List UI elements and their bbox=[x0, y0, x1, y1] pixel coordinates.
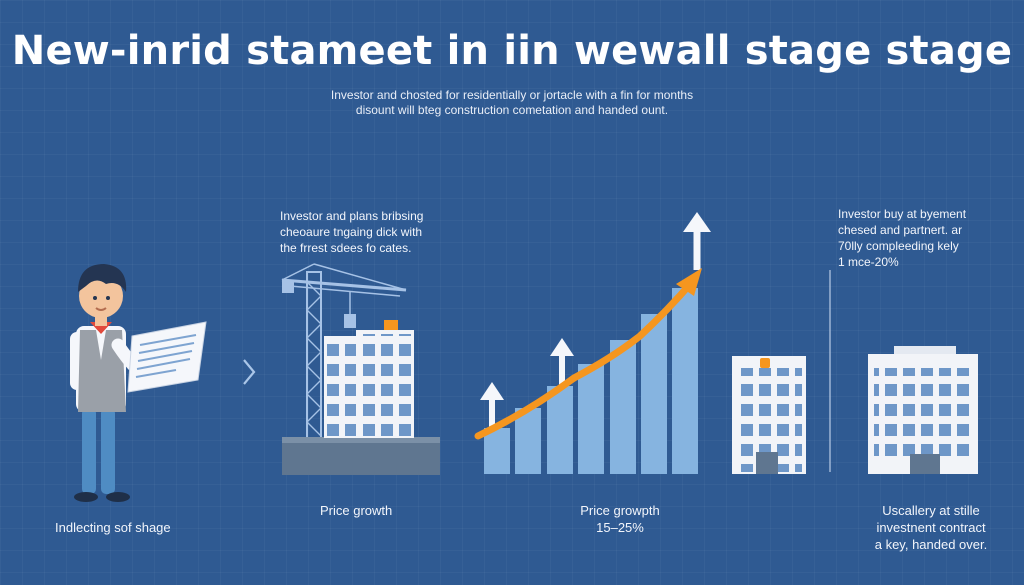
investor-icon bbox=[70, 264, 157, 502]
building-icon bbox=[282, 320, 440, 475]
up-arrow-icon bbox=[480, 212, 711, 428]
page-title: New-inrid stameet in iin wewall stage st… bbox=[11, 28, 1013, 74]
building-icon bbox=[868, 346, 978, 474]
stage-2-caption: Price growth bbox=[320, 503, 393, 518]
building-icon bbox=[732, 356, 806, 474]
connector-chevron-icon bbox=[243, 359, 256, 385]
stage-4-note: Investor buy at byement chesed and partn… bbox=[838, 207, 967, 269]
stage-1-caption: Indlecting sof shage bbox=[55, 520, 171, 535]
subtitle-line-2: disount will bteg construction cometatio… bbox=[355, 103, 669, 117]
subtitle: Investor and chosted for residentially o… bbox=[262, 88, 762, 118]
stage-3-caption: Price growpth 15–25% bbox=[580, 503, 660, 535]
growth-arrow-icon bbox=[474, 268, 702, 440]
stage-4-caption: Uscallery at stille investnent contract … bbox=[874, 503, 988, 552]
stage-2-note: Investor and plans bribsing cheoaure tng… bbox=[280, 209, 424, 255]
document-icon bbox=[127, 321, 207, 393]
growth-bars bbox=[484, 288, 698, 474]
subtitle-line-1: Investor and chosted for residentially o… bbox=[330, 88, 694, 102]
